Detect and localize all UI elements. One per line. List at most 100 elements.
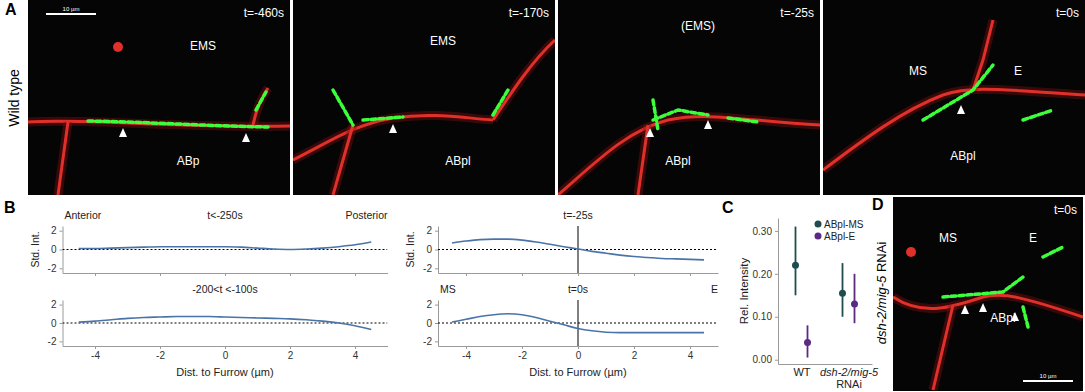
annotation: E: [711, 283, 718, 295]
tick-label: 0.00: [753, 354, 773, 365]
time-label: t=0s: [1056, 6, 1079, 20]
cell-label: E: [1014, 64, 1022, 78]
panel-label: A: [5, 1, 17, 18]
plot-area: [63, 317, 388, 330]
green-signal: [728, 118, 758, 122]
panel-label: C: [722, 199, 734, 216]
tick: [634, 273, 635, 276]
axis-title: Dist. to Furrow (µm): [529, 366, 626, 378]
arrowhead: [979, 303, 987, 312]
tick-group: -4: [91, 346, 100, 361]
tick: [466, 346, 467, 349]
row-label: dsh-2/mig-5 RNAi: [874, 242, 889, 345]
tick-group: 0.00: [753, 354, 778, 365]
legend-swatch: [815, 233, 822, 240]
arrowhead: [704, 120, 712, 129]
time-label: t=-25s: [780, 6, 814, 20]
green-signal: [333, 90, 353, 125]
membrane-glow: [558, 117, 820, 195]
scale-bar-label: 10 µm: [1040, 373, 1057, 379]
tick-group: -2: [423, 336, 438, 347]
tick-label: -2: [423, 336, 432, 347]
reference-line: [63, 249, 388, 250]
line: [452, 314, 704, 333]
cell-label: EMS: [430, 34, 456, 48]
axis-title: Dist. to Furrow (µm): [176, 366, 273, 378]
cell-label: ABpl: [445, 154, 470, 168]
tick: [775, 231, 778, 232]
green-signal: [1023, 110, 1053, 120]
membrane-glow: [933, 305, 953, 390]
tick-label: 2: [51, 225, 57, 236]
tick-label: dsh-2/mig-5RNAi: [820, 366, 879, 390]
tick: [435, 250, 438, 251]
tick-label: -4: [91, 350, 100, 361]
point: [804, 339, 811, 346]
point: [792, 262, 799, 269]
tick-group: 4: [353, 346, 359, 361]
tick: [160, 273, 161, 276]
line: [79, 317, 372, 330]
tick-group: [160, 273, 161, 276]
scale-bar: [1023, 380, 1073, 382]
cell-label: ABp: [177, 154, 200, 168]
tick-group: -2: [48, 263, 63, 274]
tick: [290, 346, 291, 349]
micrograph: EMSABpt=-460s10 µm: [28, 0, 290, 195]
tick-label: 0: [426, 244, 432, 255]
reference-line: [578, 300, 579, 346]
panel-label: D: [872, 196, 884, 213]
arrowhead: [957, 105, 965, 114]
tick-group: 0: [51, 318, 63, 329]
micrograph: MSEABplt=0s: [823, 0, 1085, 195]
red-spot: [113, 42, 123, 52]
row-label: Wild type: [6, 69, 22, 127]
tick-group: 0.10: [753, 311, 778, 322]
tick-label: 0.20: [753, 269, 773, 280]
micrograph: (EMS)ABplt=-25s: [558, 0, 820, 195]
axis: -4-2024: [439, 346, 719, 361]
tick-label: 0: [576, 350, 582, 361]
red-spot: [906, 247, 916, 257]
tick: [634, 346, 635, 349]
micrograph-background: [28, 0, 290, 195]
axis: -202: [48, 225, 63, 274]
tick-group: 2: [426, 299, 438, 310]
membrane: [493, 40, 555, 120]
line-chart: -4-2024-202-200<t <-100sDist. to Furrow …: [48, 283, 388, 378]
chart-title: t<-250s: [207, 209, 242, 221]
tick-label: 2: [51, 299, 57, 310]
tick: [578, 346, 579, 349]
tick-group: [355, 273, 356, 276]
tick: [355, 273, 356, 276]
tick-label: -4: [462, 350, 471, 361]
arrowhead: [119, 128, 127, 137]
dot-chart: 0.000.100.200.30WTdsh-2/mig-5RNAiRel. In…: [738, 219, 879, 391]
tick: [435, 323, 438, 324]
axis: 0.000.100.200.30: [753, 219, 779, 366]
point: [851, 300, 858, 307]
tick: [435, 341, 438, 342]
micrograph-background: [558, 0, 820, 195]
annotation: Anterior: [65, 209, 102, 221]
green-signal: [256, 92, 266, 110]
cell-label: ABpl: [665, 154, 690, 168]
cell-label: MS: [909, 64, 927, 78]
tick-group: 0: [426, 318, 438, 329]
membrane-glow: [638, 125, 648, 195]
tick-group: [466, 273, 467, 276]
membrane-glow: [333, 125, 353, 195]
tick: [60, 305, 63, 306]
arrowhead: [961, 305, 969, 314]
tick-group: 0: [576, 346, 582, 361]
line: [79, 242, 372, 250]
membrane-glow: [58, 122, 68, 195]
tick: [435, 305, 438, 306]
legend: ABpl-MSABpl-E: [815, 219, 864, 242]
scale-bar-label: 10 µm: [63, 6, 80, 12]
membrane: [933, 305, 953, 390]
axis-title: Std. Int.: [29, 231, 41, 267]
tick-label: 0: [51, 318, 57, 329]
tick: [95, 346, 96, 349]
axis: -202: [423, 225, 438, 274]
